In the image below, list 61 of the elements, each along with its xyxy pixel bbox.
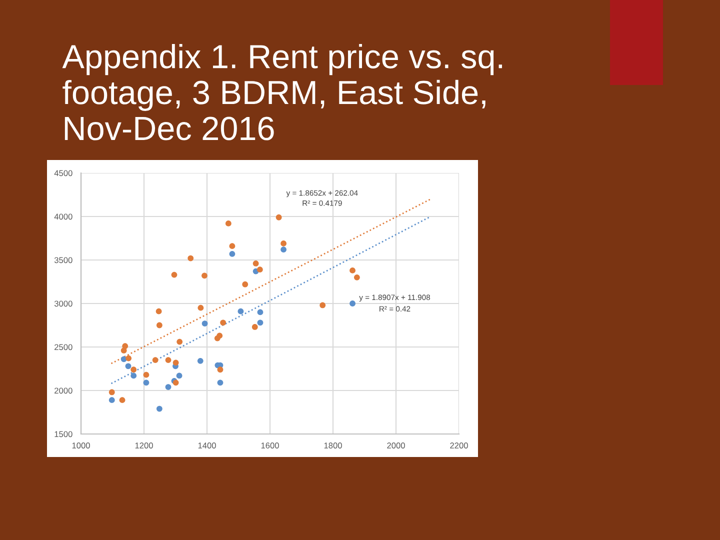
point xyxy=(188,255,194,262)
point xyxy=(165,357,172,363)
point xyxy=(108,389,115,396)
point xyxy=(242,281,248,288)
point xyxy=(165,384,172,390)
point xyxy=(172,360,179,366)
x-tick-label: 1600 xyxy=(261,442,279,448)
x-tick-label: 1000 xyxy=(72,442,90,448)
point xyxy=(130,366,137,373)
point xyxy=(198,304,204,311)
x-tick-label: 1200 xyxy=(135,442,153,448)
y-tick-label: 2500 xyxy=(54,344,72,350)
point xyxy=(202,272,208,279)
x-tick-label: 2000 xyxy=(387,442,405,448)
point xyxy=(252,324,258,330)
point xyxy=(197,358,204,364)
y-tick-label: 3500 xyxy=(54,257,72,264)
x-tick-label: 2200 xyxy=(450,442,468,448)
point xyxy=(252,260,259,266)
point xyxy=(350,300,356,306)
point xyxy=(225,220,232,226)
point xyxy=(176,372,182,379)
point xyxy=(152,357,158,363)
point xyxy=(119,397,126,404)
point xyxy=(217,380,224,386)
point xyxy=(354,274,360,280)
point xyxy=(156,406,162,412)
point xyxy=(280,246,286,253)
y-tick-label: 4000 xyxy=(54,214,72,220)
point xyxy=(229,243,236,250)
x-tick-label: 1800 xyxy=(324,442,342,448)
point xyxy=(171,272,178,278)
point xyxy=(126,355,132,362)
point xyxy=(257,309,264,316)
point xyxy=(125,363,132,370)
y-tick-label: 3000 xyxy=(54,300,72,307)
y-tick-label: 1500 xyxy=(54,431,72,438)
point xyxy=(143,380,150,386)
point xyxy=(130,372,137,379)
point xyxy=(220,320,226,326)
point xyxy=(108,397,115,404)
point xyxy=(256,266,263,273)
point xyxy=(276,214,282,220)
point xyxy=(202,320,208,326)
chart-title: Appendix 1. Rent price vs. sq. footage, 3 BDRM, East Side, Nov-Dec 2016 xyxy=(62,44,502,140)
point xyxy=(143,372,150,378)
x-tick-label: 1400 xyxy=(198,442,216,448)
point xyxy=(156,308,162,314)
point xyxy=(238,308,244,314)
point xyxy=(122,343,128,350)
point xyxy=(176,338,183,345)
y-tick-label: 2000 xyxy=(54,388,72,394)
point xyxy=(350,267,356,274)
point xyxy=(156,322,162,328)
point xyxy=(280,240,286,246)
point xyxy=(217,366,224,373)
point xyxy=(320,302,326,308)
point xyxy=(229,250,236,257)
y-tick-label: 4500 xyxy=(54,170,72,176)
point xyxy=(216,332,223,339)
point xyxy=(257,320,264,326)
